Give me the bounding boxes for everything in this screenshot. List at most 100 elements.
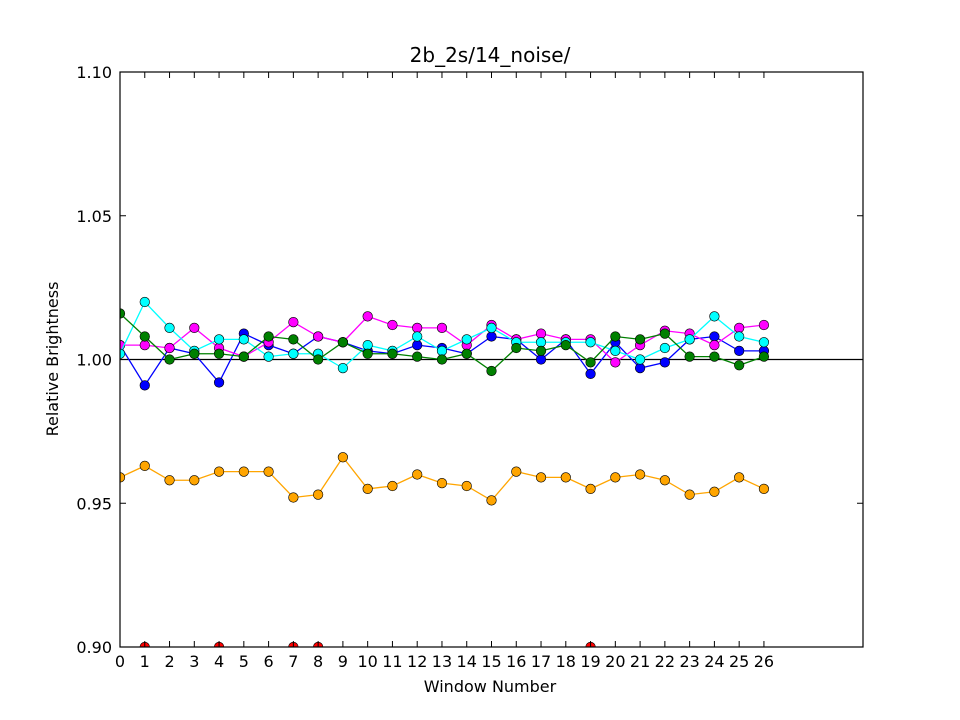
series-4-point-4 — [213, 466, 225, 477]
chart-title: 2b_2s/14_noise/ — [410, 43, 571, 67]
series-0-point-1 — [139, 380, 150, 391]
series-3-point-25 — [734, 360, 745, 371]
series-2-point-12 — [412, 331, 423, 342]
series-4-point-9 — [337, 452, 349, 463]
series-0-point-12 — [412, 340, 423, 351]
series-4-point-22 — [659, 475, 670, 486]
series-1-point-12 — [412, 322, 423, 333]
series-3-point-3 — [189, 348, 200, 359]
series-1-point-2 — [164, 342, 175, 354]
series-2-point-13 — [436, 345, 448, 356]
series-2-point-5 — [238, 334, 249, 345]
series-3-point-15 — [486, 365, 497, 377]
series-0-point-19 — [585, 368, 596, 379]
series-0-point-17 — [535, 354, 547, 365]
series-4-point-10 — [362, 483, 373, 494]
x-tick-label-21: 21 — [630, 652, 650, 671]
series-2-point-17 — [535, 337, 547, 348]
x-tick-label-2: 2 — [164, 652, 174, 671]
series-4-point-15 — [486, 495, 497, 506]
y-tick-label-4: 1.10 — [76, 63, 112, 82]
series-1-point-10 — [362, 311, 373, 322]
x-tick-label-20: 20 — [605, 652, 625, 671]
series-2-point-23 — [684, 334, 695, 345]
series-4-point-7 — [288, 492, 299, 503]
series-3-point-9 — [337, 337, 349, 348]
series-0-point-24 — [709, 331, 720, 342]
series-4-point-6 — [263, 466, 274, 477]
series-0-point-22 — [659, 357, 670, 368]
series-2-point-4 — [213, 334, 225, 345]
x-tick-label-4: 4 — [214, 652, 224, 671]
x-tick-label-6: 6 — [264, 652, 274, 671]
series-3-point-6 — [263, 331, 274, 342]
x-tick-label-15: 15 — [481, 652, 501, 671]
x-axis-label: Window Number — [424, 677, 557, 696]
y-tick-label-0: 0.90 — [76, 638, 112, 657]
series-0-point-25 — [734, 345, 745, 356]
x-tick-label-7: 7 — [288, 652, 298, 671]
series-2-point-10 — [362, 340, 373, 351]
series-3-point-11 — [387, 348, 398, 359]
series-1-point-26 — [758, 319, 770, 331]
x-tick-label-25: 25 — [729, 652, 749, 671]
x-tick-label-8: 8 — [313, 652, 323, 671]
x-tick-label-17: 17 — [531, 652, 551, 671]
series-4-point-1 — [139, 460, 150, 471]
series-1-point-1 — [139, 340, 150, 351]
series-1-point-7 — [288, 317, 299, 328]
x-tick-label-0: 0 — [115, 652, 125, 671]
series-3-point-4 — [213, 348, 225, 359]
series-3-point-12 — [412, 351, 423, 362]
series-2-point-15 — [486, 322, 497, 333]
y-axis-label: Relative Brightness — [43, 282, 62, 437]
series-3-point-21 — [634, 334, 646, 345]
series-0-point-15 — [486, 331, 497, 342]
y-tick-label-1: 0.95 — [76, 494, 112, 513]
series-4-point-25 — [734, 472, 745, 483]
series-4-point-13 — [436, 478, 448, 489]
series-3-point-17 — [535, 345, 547, 356]
x-tick-label-12: 12 — [407, 652, 427, 671]
x-tick-label-1: 1 — [140, 652, 150, 671]
series-3-point-5 — [238, 351, 249, 362]
series-4-point-16 — [511, 466, 522, 477]
series-3-point-19 — [585, 357, 596, 368]
series-3-point-10 — [362, 348, 373, 359]
series-1-point-13 — [436, 322, 448, 333]
series-3-point-24 — [709, 351, 720, 362]
series-4-point-21 — [634, 469, 646, 480]
x-tick-label-26: 26 — [754, 652, 774, 671]
series-4-point-18 — [560, 472, 571, 483]
x-tick-label-19: 19 — [580, 652, 600, 671]
series-3-point-7 — [288, 334, 299, 345]
x-tick-label-10: 10 — [357, 652, 377, 671]
series-2-point-22 — [659, 342, 670, 354]
x-tick-label-22: 22 — [655, 652, 675, 671]
series-2-point-25 — [734, 331, 745, 342]
series-1-point-25 — [734, 322, 745, 333]
series-3-point-26 — [758, 351, 770, 362]
series-4-point-20 — [610, 472, 621, 483]
series-1-point-8 — [313, 331, 324, 342]
series-3-point-14 — [461, 348, 472, 359]
x-tick-label-13: 13 — [432, 652, 452, 671]
series-3-point-18 — [560, 340, 571, 351]
series-2-point-1 — [139, 296, 150, 308]
series-2-point-19 — [585, 337, 596, 348]
series-1-point-11 — [387, 319, 398, 331]
series-3-point-1 — [139, 331, 150, 342]
x-tick-label-3: 3 — [189, 652, 199, 671]
series-0-point-21 — [634, 363, 646, 374]
series-4-point-26 — [758, 483, 770, 494]
series-3-point-22 — [659, 328, 670, 339]
x-tick-label-5: 5 — [239, 652, 249, 671]
series-2-point-2 — [164, 322, 175, 333]
series-4-point-0 — [120, 472, 126, 483]
series-4-point-19 — [585, 483, 596, 494]
series-1-point-20 — [610, 357, 621, 368]
series-3-point-13 — [436, 354, 448, 365]
series-4-point-24 — [709, 486, 720, 497]
series-4-point-8 — [313, 489, 324, 500]
